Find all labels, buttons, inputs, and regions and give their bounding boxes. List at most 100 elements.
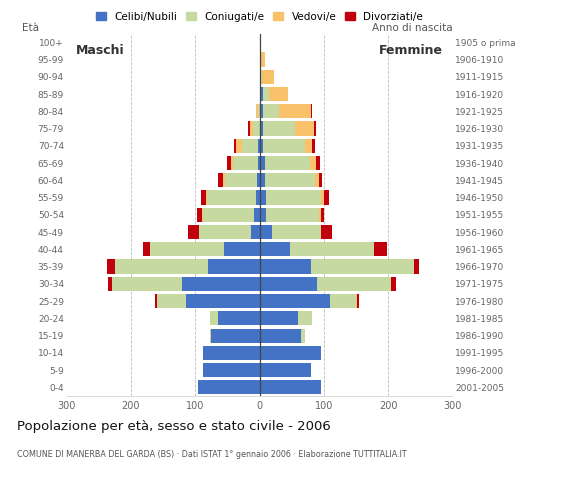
Bar [260, 156, 264, 170]
Bar [260, 121, 263, 135]
Bar [211, 328, 260, 343]
Bar [225, 173, 257, 187]
Text: Anno di nascita: Anno di nascita [372, 23, 452, 33]
Bar [260, 173, 264, 187]
Bar [115, 260, 208, 274]
Bar [269, 87, 288, 101]
Bar [234, 139, 237, 153]
Bar [208, 191, 256, 204]
Bar [260, 328, 302, 343]
Bar [264, 156, 310, 170]
Bar [260, 70, 261, 84]
Bar [311, 260, 414, 274]
Bar [260, 208, 266, 222]
Bar [260, 87, 263, 101]
Bar [255, 208, 260, 222]
Bar [206, 191, 208, 204]
Bar [150, 242, 224, 256]
Bar [187, 225, 199, 239]
Bar [260, 311, 298, 325]
Bar [312, 139, 316, 153]
Bar [258, 139, 260, 153]
Bar [112, 277, 182, 291]
Bar [260, 277, 317, 291]
Bar [317, 277, 392, 291]
Bar [263, 104, 279, 119]
Bar [260, 104, 263, 119]
Bar [291, 242, 374, 256]
Bar [198, 380, 260, 395]
Bar [273, 225, 321, 239]
Bar [157, 294, 186, 308]
Bar [258, 104, 260, 119]
Bar [261, 70, 262, 84]
Bar [295, 121, 314, 135]
Bar [260, 191, 266, 204]
Bar [263, 139, 304, 153]
Bar [227, 156, 231, 170]
Bar [318, 208, 321, 222]
Bar [260, 294, 330, 308]
Bar [260, 35, 261, 49]
Bar [250, 121, 253, 135]
Bar [197, 208, 202, 222]
Bar [264, 173, 315, 187]
Bar [260, 139, 263, 153]
Bar [201, 191, 206, 204]
Bar [324, 191, 329, 204]
Text: Età: Età [23, 23, 39, 33]
Bar [266, 208, 318, 222]
Bar [302, 328, 304, 343]
Bar [304, 139, 312, 153]
Bar [260, 242, 291, 256]
Bar [218, 311, 260, 325]
Bar [260, 52, 264, 67]
Bar [260, 346, 321, 360]
Bar [199, 225, 251, 239]
Bar [260, 260, 311, 274]
Bar [260, 225, 273, 239]
Bar [374, 242, 387, 256]
Bar [260, 380, 321, 395]
Bar [266, 191, 321, 204]
Bar [310, 156, 316, 170]
Bar [203, 346, 260, 360]
Bar [210, 311, 218, 325]
Bar [318, 173, 322, 187]
Bar [321, 191, 324, 204]
Bar [356, 294, 357, 308]
Text: Popolazione per età, sesso e stato civile - 2006: Popolazione per età, sesso e stato civil… [17, 420, 331, 433]
Bar [330, 294, 356, 308]
Bar [223, 173, 225, 187]
Bar [241, 139, 258, 153]
Bar [208, 260, 260, 274]
Bar [392, 277, 397, 291]
Bar [321, 225, 332, 239]
Bar [314, 121, 316, 135]
Bar [248, 121, 250, 135]
Bar [218, 173, 223, 187]
Bar [298, 311, 312, 325]
Bar [262, 70, 274, 84]
Bar [256, 191, 260, 204]
Bar [357, 294, 358, 308]
Bar [203, 363, 260, 377]
Bar [233, 156, 258, 170]
Bar [107, 260, 115, 274]
Text: Femmine: Femmine [379, 44, 443, 57]
Legend: Celibi/Nubili, Coniugati/e, Vedovi/e, Divorziati/e: Celibi/Nubili, Coniugati/e, Vedovi/e, Di… [96, 12, 423, 22]
Bar [202, 208, 203, 222]
Bar [321, 208, 324, 222]
Bar [263, 87, 269, 101]
Bar [237, 139, 241, 153]
Text: Maschi: Maschi [77, 44, 125, 57]
Bar [263, 121, 295, 135]
Bar [316, 156, 320, 170]
Bar [253, 121, 260, 135]
Bar [311, 104, 312, 119]
Bar [224, 242, 260, 256]
Bar [256, 104, 258, 119]
Bar [203, 208, 255, 222]
Bar [258, 156, 260, 170]
Text: COMUNE DI MANERBA DEL GARDA (BS) · Dati ISTAT 1° gennaio 2006 · Elaborazione TUT: COMUNE DI MANERBA DEL GARDA (BS) · Dati … [17, 450, 407, 459]
